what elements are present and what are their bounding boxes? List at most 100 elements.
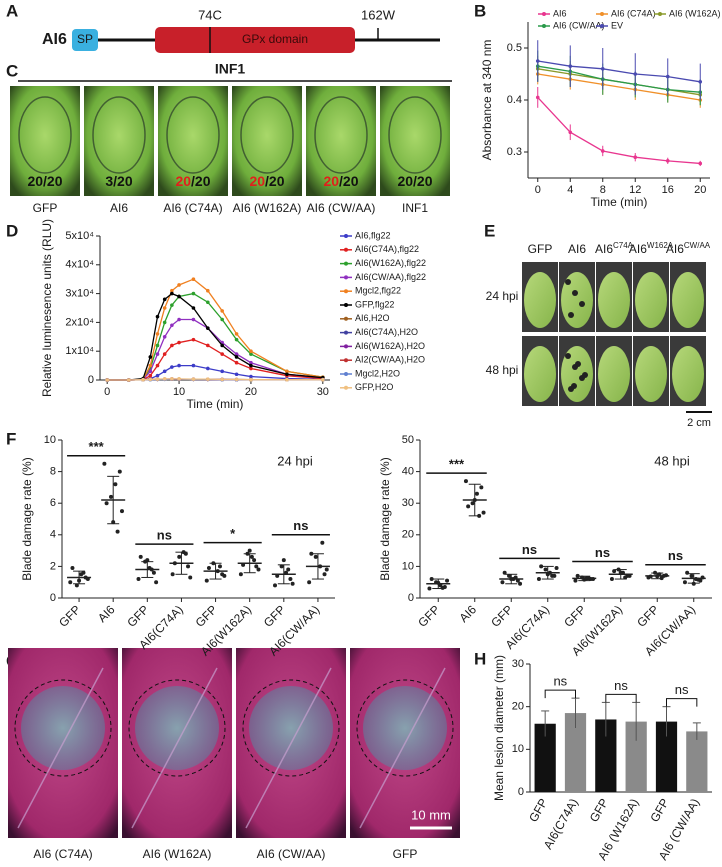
point: [191, 277, 196, 282]
data-point: [117, 469, 122, 474]
score: 3/20: [105, 173, 132, 189]
y-tick-label: 0.3: [507, 146, 522, 158]
lesion: [582, 372, 588, 378]
lesion-area: [21, 686, 105, 770]
point: [148, 373, 153, 378]
data-point: [427, 586, 432, 591]
point: [249, 363, 253, 368]
panel-label: E: [484, 221, 495, 240]
y-tick-label: 8: [50, 466, 56, 478]
point: [105, 378, 109, 382]
point: [141, 377, 145, 382]
point: [155, 363, 160, 368]
leaf-vein: [131, 667, 218, 829]
point: [234, 360, 239, 365]
label-base: AI6: [568, 242, 586, 256]
data-point: [609, 577, 614, 582]
point: [220, 377, 224, 382]
y-tick-label: 2: [50, 560, 56, 572]
legend-label: AI6(W162A),flg22: [355, 258, 426, 268]
significance-label: ns: [595, 545, 610, 560]
x-tick-label: GFP: [634, 602, 661, 629]
point: [285, 369, 289, 374]
point: [170, 377, 174, 381]
label-base: AI6: [666, 242, 684, 256]
legend-label: EV: [611, 20, 623, 30]
significance-label: ***: [449, 457, 465, 472]
data-point: [324, 567, 329, 572]
y-tick-label: 2x10⁴: [65, 316, 94, 328]
data-point: [474, 491, 479, 496]
site-label: 162W: [361, 7, 396, 22]
scale-bar-label: 2 cm: [687, 417, 711, 429]
legend-marker: [542, 12, 546, 16]
point: [148, 377, 153, 382]
x-tick-label: GFP: [488, 602, 515, 629]
panel-label: B: [474, 1, 486, 20]
data-point: [543, 567, 548, 572]
point: [234, 337, 239, 342]
significance-label: ns: [614, 678, 628, 693]
y-tick-label: 20: [402, 529, 414, 541]
column-label: AI6CW/AA: [666, 241, 711, 256]
lesion-area: [135, 686, 219, 770]
x-tick-label: 0: [535, 184, 541, 196]
legend-marker: [344, 344, 348, 349]
y-tick-label: 30: [512, 658, 524, 670]
label-base: GFP: [528, 242, 553, 256]
column-label: AI6W162A: [629, 241, 674, 256]
leaf-photo: [158, 86, 228, 196]
y-axis-label: Absorbance at 340 nm: [480, 40, 494, 161]
point: [148, 355, 153, 359]
data-point: [481, 510, 486, 515]
point: [177, 363, 181, 368]
lesion: [568, 312, 574, 318]
point: [191, 306, 196, 310]
point: [665, 159, 670, 163]
data-point: [188, 575, 193, 580]
legend-marker: [344, 303, 348, 307]
legend-label: GFP,flg22: [355, 299, 394, 309]
photo-caption: AI6 (W162A): [143, 847, 212, 861]
leaf-vein: [17, 667, 104, 829]
point: [170, 303, 174, 307]
score: 20/20: [175, 173, 210, 189]
data-point: [254, 564, 259, 569]
infiltration-ring: [166, 96, 220, 174]
point: [568, 64, 573, 68]
y-tick-label: 0: [518, 786, 524, 798]
legend-marker: [344, 358, 348, 363]
x-tick-label: AI6: [456, 602, 479, 625]
leaf: [598, 272, 630, 328]
score-part: /20: [191, 173, 211, 189]
infiltration-ring: [240, 96, 294, 174]
panel-label: D: [6, 221, 18, 240]
data-point: [470, 501, 475, 506]
leaf: [524, 272, 556, 328]
x-tick-label: GFP: [587, 796, 611, 824]
data-point: [113, 482, 118, 487]
score: 20/20: [249, 173, 284, 189]
legend-marker: [344, 372, 348, 376]
data-point: [682, 580, 687, 585]
data-point: [119, 509, 124, 514]
x-tick-label: 16: [662, 184, 674, 196]
legend-marker: [344, 289, 348, 294]
data-point: [445, 578, 450, 583]
protein-name: AI6: [42, 31, 67, 48]
point: [177, 294, 181, 299]
score: 20/20: [27, 173, 62, 189]
point: [177, 317, 181, 322]
y-tick-label: 0: [408, 592, 414, 604]
data-point: [309, 551, 314, 556]
legend-marker: [600, 24, 604, 28]
lesion: [579, 301, 585, 307]
infiltration-ring: [92, 96, 146, 174]
data-point: [115, 529, 120, 534]
treatment-label: INF1: [215, 61, 246, 77]
lesion-outline: [242, 679, 340, 777]
x-tick-label: GFP: [56, 602, 83, 629]
infiltration-ring: [314, 96, 368, 174]
point: [600, 67, 605, 71]
